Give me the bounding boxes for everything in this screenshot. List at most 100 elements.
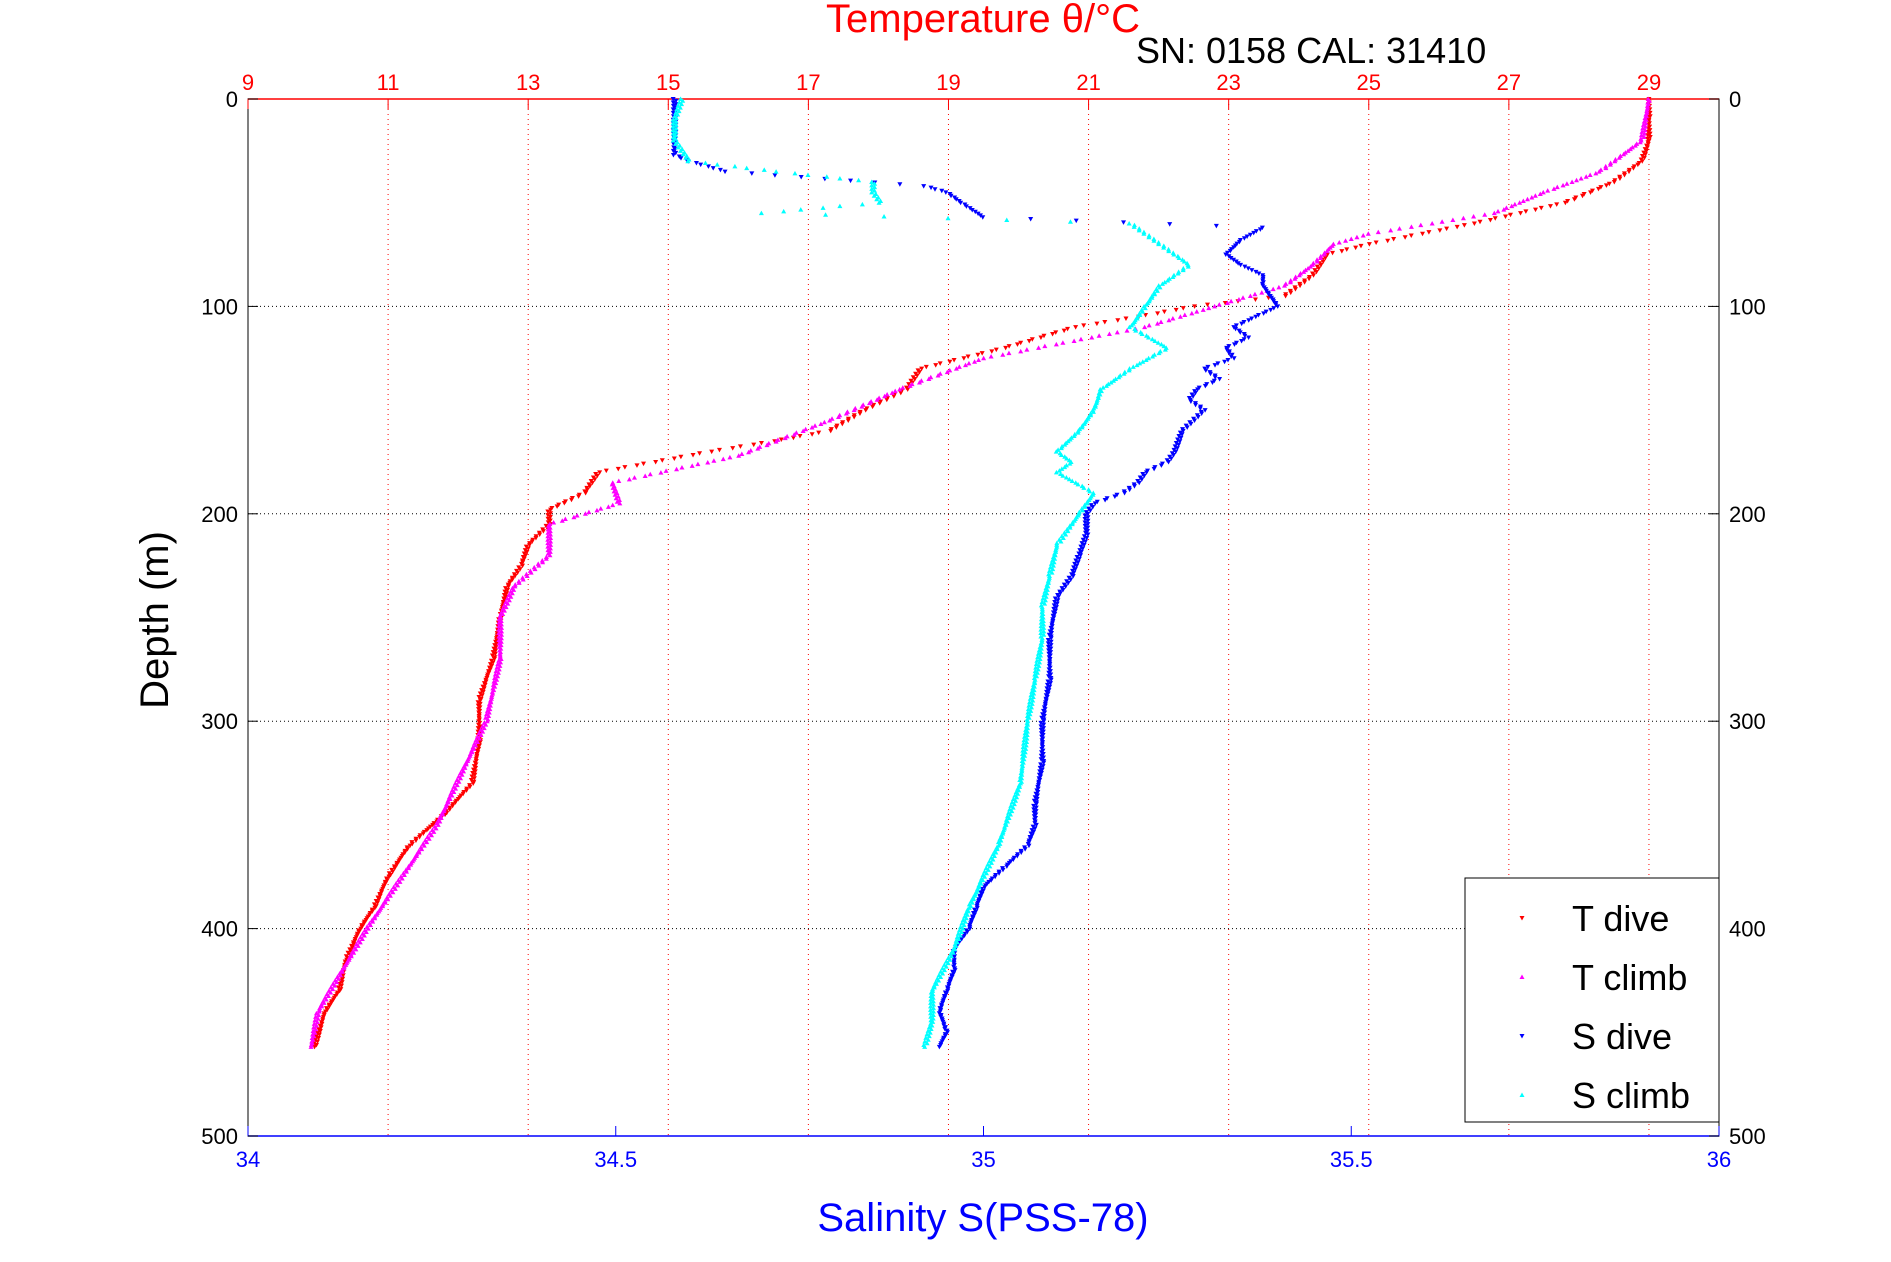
data-point — [800, 428, 806, 434]
data-point — [930, 1009, 936, 1014]
data-point — [698, 162, 704, 168]
data-point — [426, 836, 432, 841]
data-point — [1075, 560, 1081, 565]
legend-marker — [1519, 974, 1525, 979]
data-point — [737, 444, 743, 449]
data-point — [1641, 134, 1647, 140]
data-point — [613, 495, 619, 501]
data-point — [316, 1012, 322, 1018]
data-point — [1256, 271, 1262, 277]
data-point — [1645, 133, 1651, 138]
data-point — [761, 167, 767, 172]
data-point — [837, 176, 843, 181]
data-point — [317, 1028, 323, 1034]
temp-tick-label: 9 — [242, 70, 254, 95]
data-point — [945, 215, 951, 221]
data-point — [695, 461, 701, 467]
data-point — [1314, 258, 1320, 264]
data-point — [1030, 694, 1036, 700]
data-point — [472, 772, 478, 778]
bottom-axis-label: Salinity S(PSS-78) — [817, 1196, 1148, 1240]
data-point — [1621, 151, 1627, 157]
data-point — [1296, 272, 1302, 278]
data-point — [1056, 468, 1062, 473]
data-point — [1082, 513, 1088, 519]
data-point — [496, 637, 502, 642]
data-point — [316, 1036, 322, 1041]
data-point — [386, 874, 392, 880]
data-point — [1073, 480, 1079, 485]
sal-tick-label: 34.5 — [594, 1147, 637, 1172]
data-point — [935, 373, 941, 378]
data-point — [1224, 347, 1230, 353]
data-point — [382, 900, 388, 905]
data-point — [943, 964, 949, 969]
data-point — [332, 983, 338, 988]
data-point — [1193, 402, 1199, 408]
data-point — [714, 162, 720, 167]
data-point — [1161, 343, 1167, 349]
data-point — [927, 1030, 933, 1035]
data-point — [673, 115, 679, 121]
data-point — [1038, 653, 1044, 658]
data-point — [1076, 556, 1082, 562]
data-point — [574, 513, 580, 518]
data-point — [372, 915, 378, 921]
data-point — [722, 169, 728, 175]
data-point — [1047, 564, 1053, 570]
data-point — [1122, 491, 1128, 496]
data-point — [1080, 507, 1086, 513]
data-point — [407, 843, 413, 849]
data-point — [732, 163, 738, 169]
data-point — [1041, 628, 1047, 634]
data-point — [1055, 598, 1061, 603]
data-point — [928, 1026, 934, 1032]
data-point — [926, 376, 932, 381]
data-point — [576, 494, 582, 499]
data-point — [1126, 220, 1132, 226]
data-point — [1052, 556, 1058, 561]
data-point — [1205, 302, 1211, 308]
data-point — [1023, 742, 1029, 748]
data-point — [1554, 202, 1560, 207]
data-point — [1313, 269, 1319, 275]
data-point — [477, 698, 483, 703]
data-point — [803, 426, 809, 432]
data-point — [1061, 328, 1067, 334]
legend-label: T dive — [1572, 898, 1669, 939]
data-point — [727, 454, 733, 460]
data-point — [1126, 324, 1132, 330]
data-point — [471, 776, 477, 781]
data-point — [1247, 293, 1253, 299]
data-point — [1016, 787, 1022, 793]
data-point — [1085, 515, 1091, 520]
data-point — [484, 718, 490, 724]
data-point — [677, 105, 683, 110]
data-point — [377, 893, 383, 899]
data-point — [1175, 271, 1181, 276]
data-point — [1028, 708, 1034, 713]
data-point — [1042, 601, 1048, 606]
data-point — [1137, 360, 1143, 366]
data-point — [1385, 238, 1391, 244]
data-point — [1151, 238, 1157, 243]
data-point — [1068, 577, 1074, 582]
data-point — [1471, 221, 1477, 226]
data-point — [311, 1021, 317, 1026]
data-point — [710, 166, 716, 171]
data-point — [680, 151, 686, 157]
data-point — [1253, 229, 1259, 234]
data-point — [1228, 298, 1234, 304]
data-point — [314, 1019, 320, 1025]
data-point — [1037, 659, 1043, 665]
data-point — [339, 967, 345, 973]
data-point — [809, 432, 815, 437]
data-point — [928, 1000, 934, 1005]
data-point — [437, 818, 443, 824]
data-point — [1223, 252, 1229, 258]
data-point — [964, 930, 970, 935]
data-point — [1471, 214, 1477, 219]
data-point — [1136, 480, 1142, 486]
data-point — [1081, 323, 1087, 328]
data-point — [1029, 701, 1035, 706]
